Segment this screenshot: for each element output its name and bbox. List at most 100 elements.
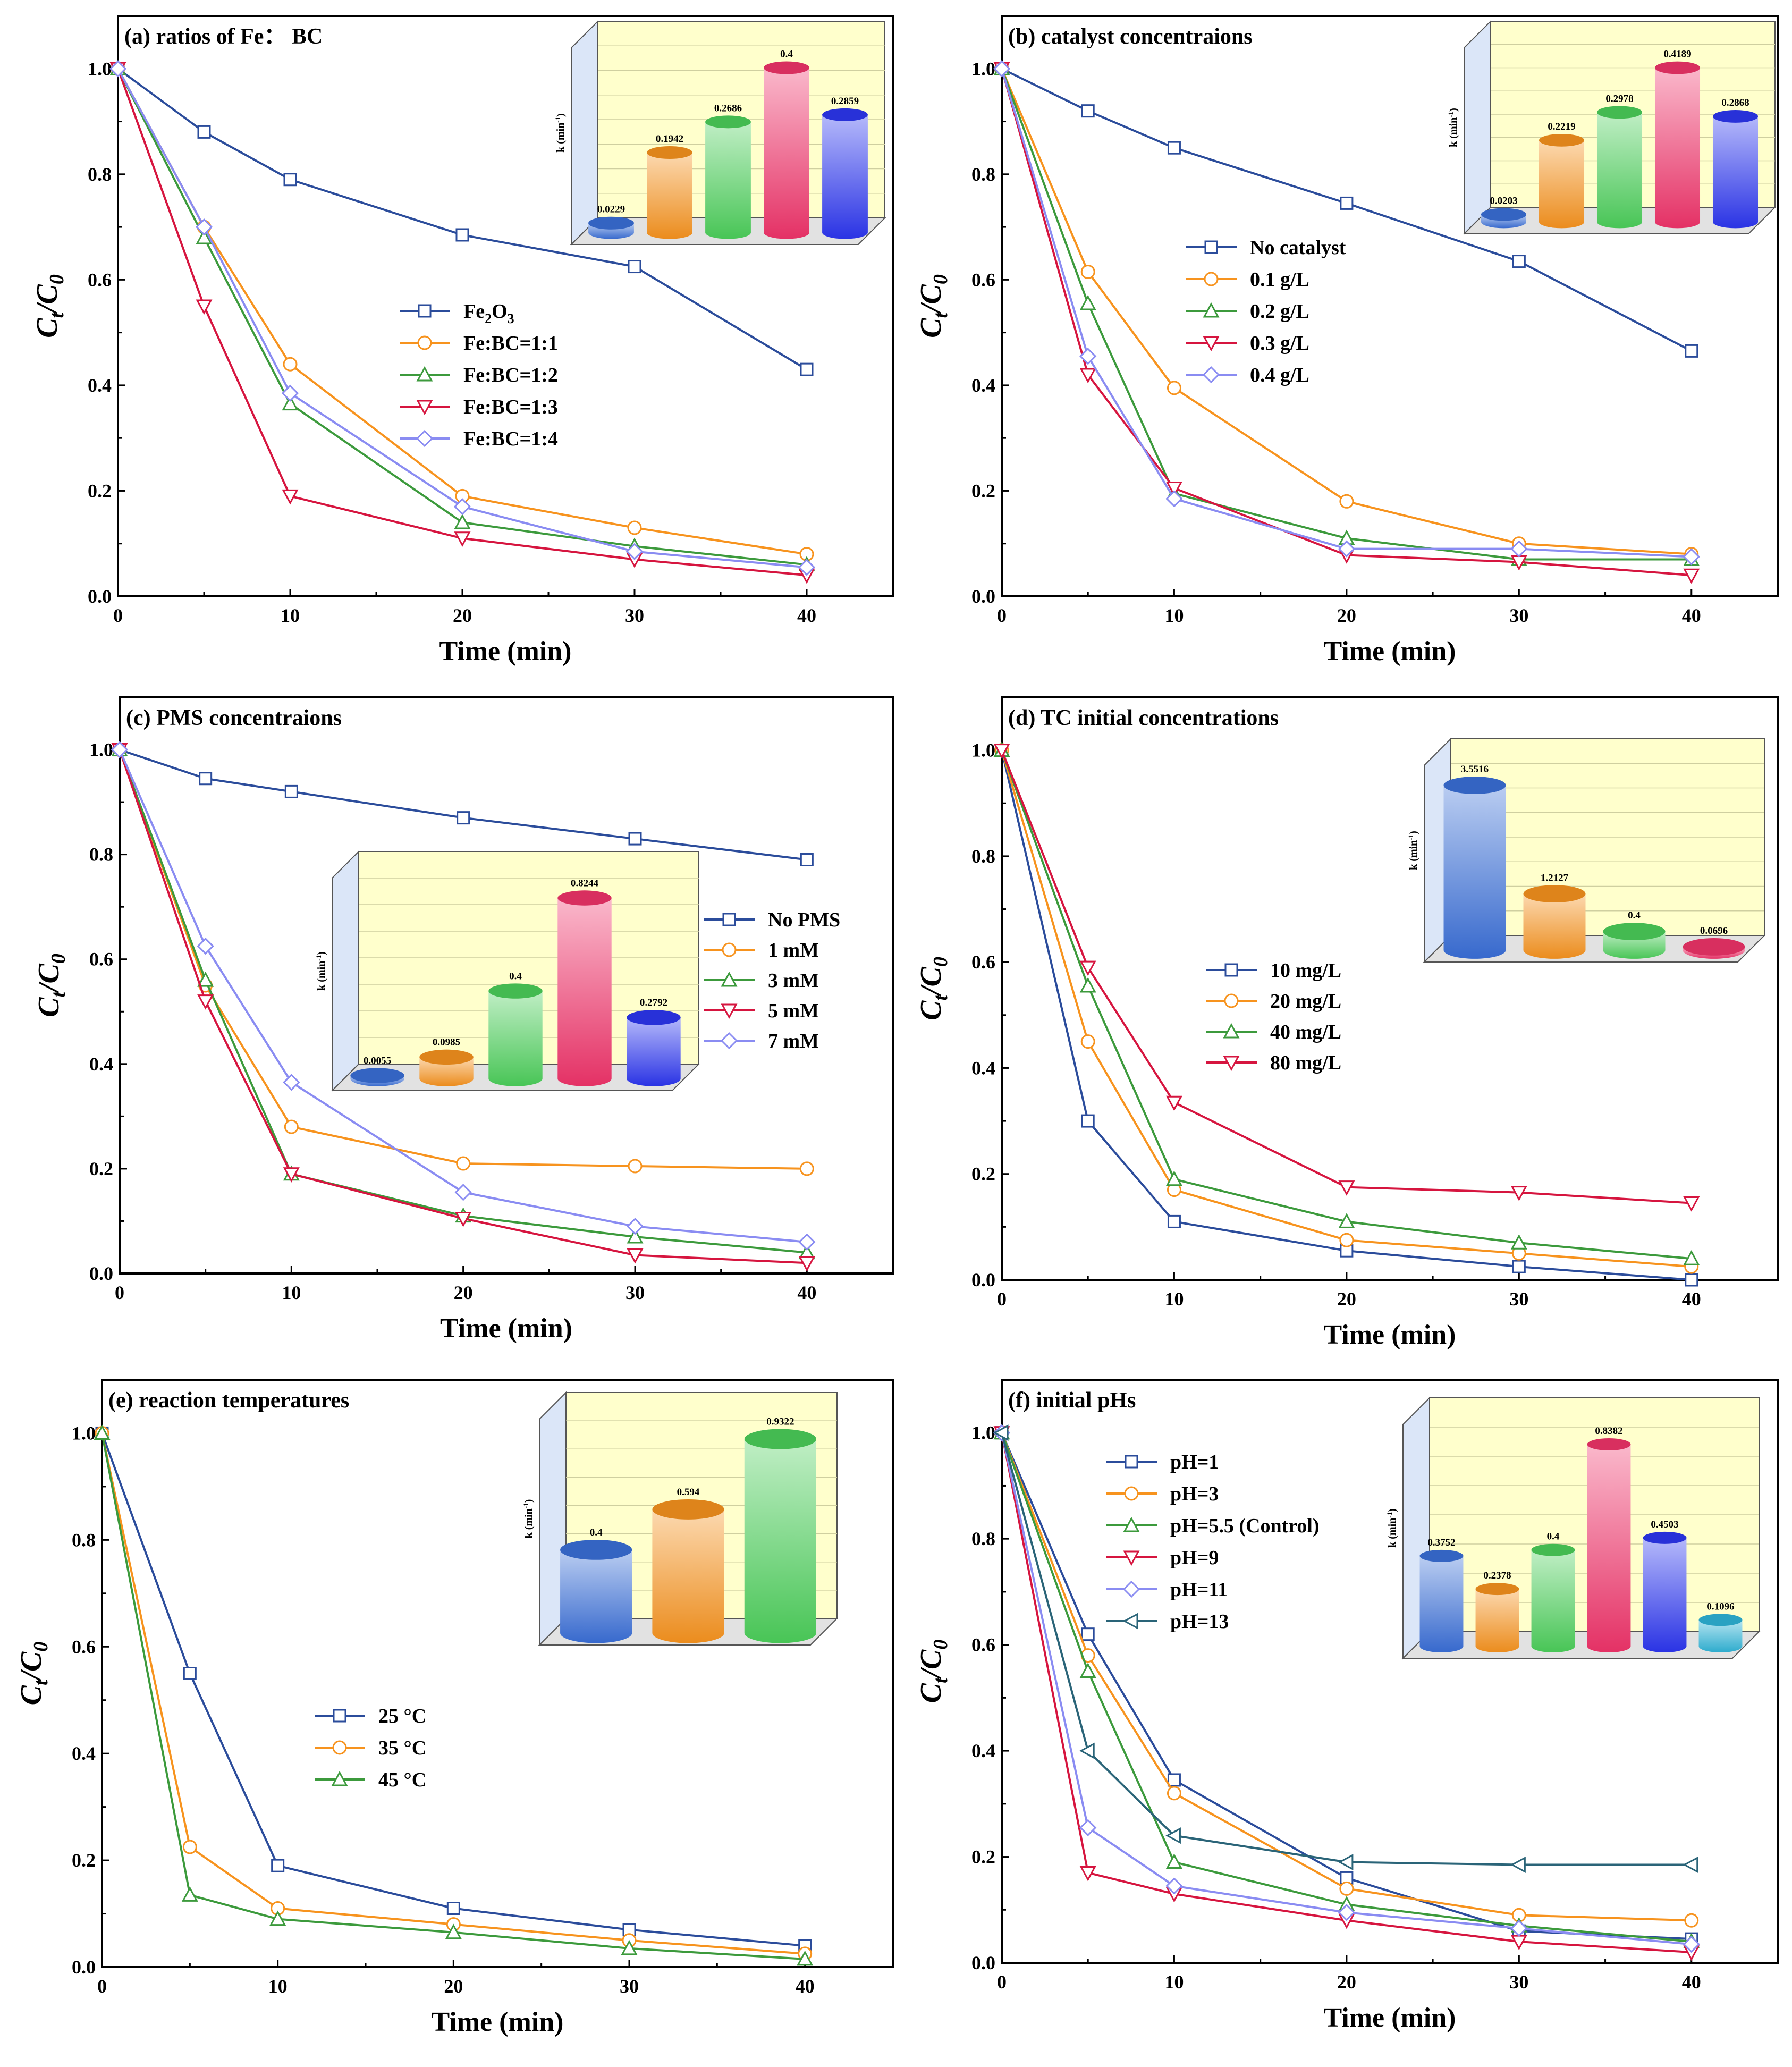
legend-label: 0.3 g/L [1250, 332, 1309, 355]
data-point [627, 520, 642, 535]
data-point [282, 489, 299, 505]
inset-bar [1481, 208, 1527, 229]
legend-label: pH=13 [1170, 1610, 1229, 1633]
inset-bar-top [1531, 1543, 1575, 1556]
inset-bar-body [1654, 68, 1701, 229]
data-point [1338, 1180, 1355, 1196]
series-line [119, 749, 807, 1170]
panel-title: (d) TC initial concentrations [1008, 706, 1279, 730]
inset-bar-body [705, 122, 751, 239]
series-line [101, 1432, 805, 1947]
data-point [1512, 1260, 1526, 1273]
inset-bar-body [1712, 116, 1759, 229]
data-point [1338, 540, 1356, 558]
inset-bar [1683, 938, 1745, 959]
y-tick-label: 0.8 [971, 1528, 995, 1549]
inset-bar-top [588, 216, 634, 230]
inset-bar-body [627, 1017, 681, 1086]
x-tick-label: 0 [997, 605, 1007, 626]
inset-bar [588, 216, 634, 239]
inset-side-wall [332, 850, 359, 1092]
series-line [1001, 68, 1692, 577]
data-point [1510, 1234, 1527, 1250]
data-point [1510, 540, 1528, 558]
x-tick-label: 30 [625, 1282, 645, 1303]
series-line [1001, 749, 1692, 1204]
x-tick-label: 40 [1682, 1971, 1701, 1993]
y-tick-label: 0.8 [88, 164, 112, 185]
inset-bar-label: 0.4 [509, 971, 522, 982]
y-tick-label: 1.0 [72, 1422, 96, 1444]
legend: pH=1 pH=3 pH=5.5 (Control) pH=9 pH=11 pH=13 [1106, 1451, 1320, 1633]
plot-frame [101, 1379, 894, 1968]
data-point [1167, 1773, 1181, 1787]
legend-label: 0.4 g/L [1250, 364, 1309, 386]
panel-f: 0 10 20 30 40 0.0 0.2 0.4 0.6 0.8 1.0 Time (min) Ct/… [915, 1379, 1779, 2033]
legend-marker [721, 1003, 738, 1019]
legend-label: 20 mg/L [1270, 990, 1341, 1013]
legend: 25 °C 35 °C 45 °C [315, 1705, 426, 1791]
data-point [1683, 1935, 1700, 1953]
data-point [628, 1159, 643, 1174]
series-line [117, 68, 807, 566]
x-axis-title: Time (min) [432, 2007, 564, 2037]
data-point [1685, 1273, 1698, 1287]
y-tick-label: 0.6 [88, 269, 112, 290]
legend: No catalyst 0.1 g/L 0.2 g/L 0.3 g/L 0.4 g/L [1186, 237, 1346, 386]
series-line [1001, 68, 1692, 352]
inset-bar-chart: k (min-1) 3.5516 1.2127 0.4 0.0696 [1407, 737, 1766, 964]
data-point [626, 1218, 644, 1235]
legend-marker [1203, 302, 1220, 318]
legend-label: 0.2 g/L [1250, 300, 1309, 323]
legend-label: 7 mM [768, 1030, 819, 1052]
data-point [111, 741, 129, 758]
data-point [1165, 1853, 1182, 1869]
inset-bar-chart: k (min-1) 0.4 0.594 0.9322 [522, 1391, 839, 1647]
y-tick-label: 0.6 [72, 1636, 96, 1657]
data-point [195, 218, 213, 236]
data-point [1079, 960, 1096, 976]
data-point [282, 395, 299, 411]
inset-bar-label: 0.0055 [364, 1055, 391, 1066]
x-tick-label: 40 [797, 605, 816, 626]
data-point [283, 1167, 300, 1183]
inset-bar-label: 0.2859 [831, 96, 859, 107]
y-axis-title: Ct/C0 [915, 274, 952, 338]
data-point [455, 228, 469, 242]
series-line [117, 68, 807, 569]
inset-bar [647, 146, 692, 239]
x-tick-label: 20 [1337, 605, 1356, 626]
series-line [1001, 750, 1692, 1281]
legend-label: 80 mg/L [1270, 1052, 1341, 1074]
y-tick-label: 0.4 [971, 1740, 995, 1761]
data-point [196, 229, 213, 244]
x-tick-label: 40 [797, 1282, 816, 1303]
legend-label: 35 °C [378, 1737, 426, 1759]
data-point [1683, 1856, 1698, 1874]
x-tick-label: 10 [268, 1976, 288, 1997]
inset-y-label: k (min-1) [1447, 108, 1459, 147]
inset-bar-body [1475, 1589, 1519, 1652]
y-tick-label: 0.6 [971, 951, 995, 973]
inset-bar-top [652, 1499, 724, 1520]
y-tick-label: 0.6 [971, 1634, 995, 1656]
y-tick-label: 0.2 [72, 1850, 96, 1871]
y-tick-label: 0.0 [971, 586, 995, 607]
y-tick-label: 1.0 [89, 739, 113, 761]
data-point [446, 1902, 460, 1915]
legend-label: pH=11 [1170, 1579, 1228, 1601]
inset-bar-label: 0.0203 [1490, 196, 1517, 207]
data-point [454, 513, 471, 529]
data-point [625, 543, 644, 560]
data-point [1165, 1095, 1182, 1111]
inset-y-label: k (min-1) [1385, 1508, 1398, 1548]
inset-bar-top [1539, 133, 1585, 147]
series-line [1001, 68, 1692, 561]
inset-bar [1587, 1438, 1631, 1652]
panel-title: (f) initial pHs [1008, 1388, 1136, 1413]
y-tick-label: 0.8 [971, 164, 995, 185]
series-line [119, 749, 807, 1264]
data-point [800, 853, 814, 866]
legend-marker [1204, 240, 1218, 254]
inset-bar-body [1419, 1556, 1464, 1652]
